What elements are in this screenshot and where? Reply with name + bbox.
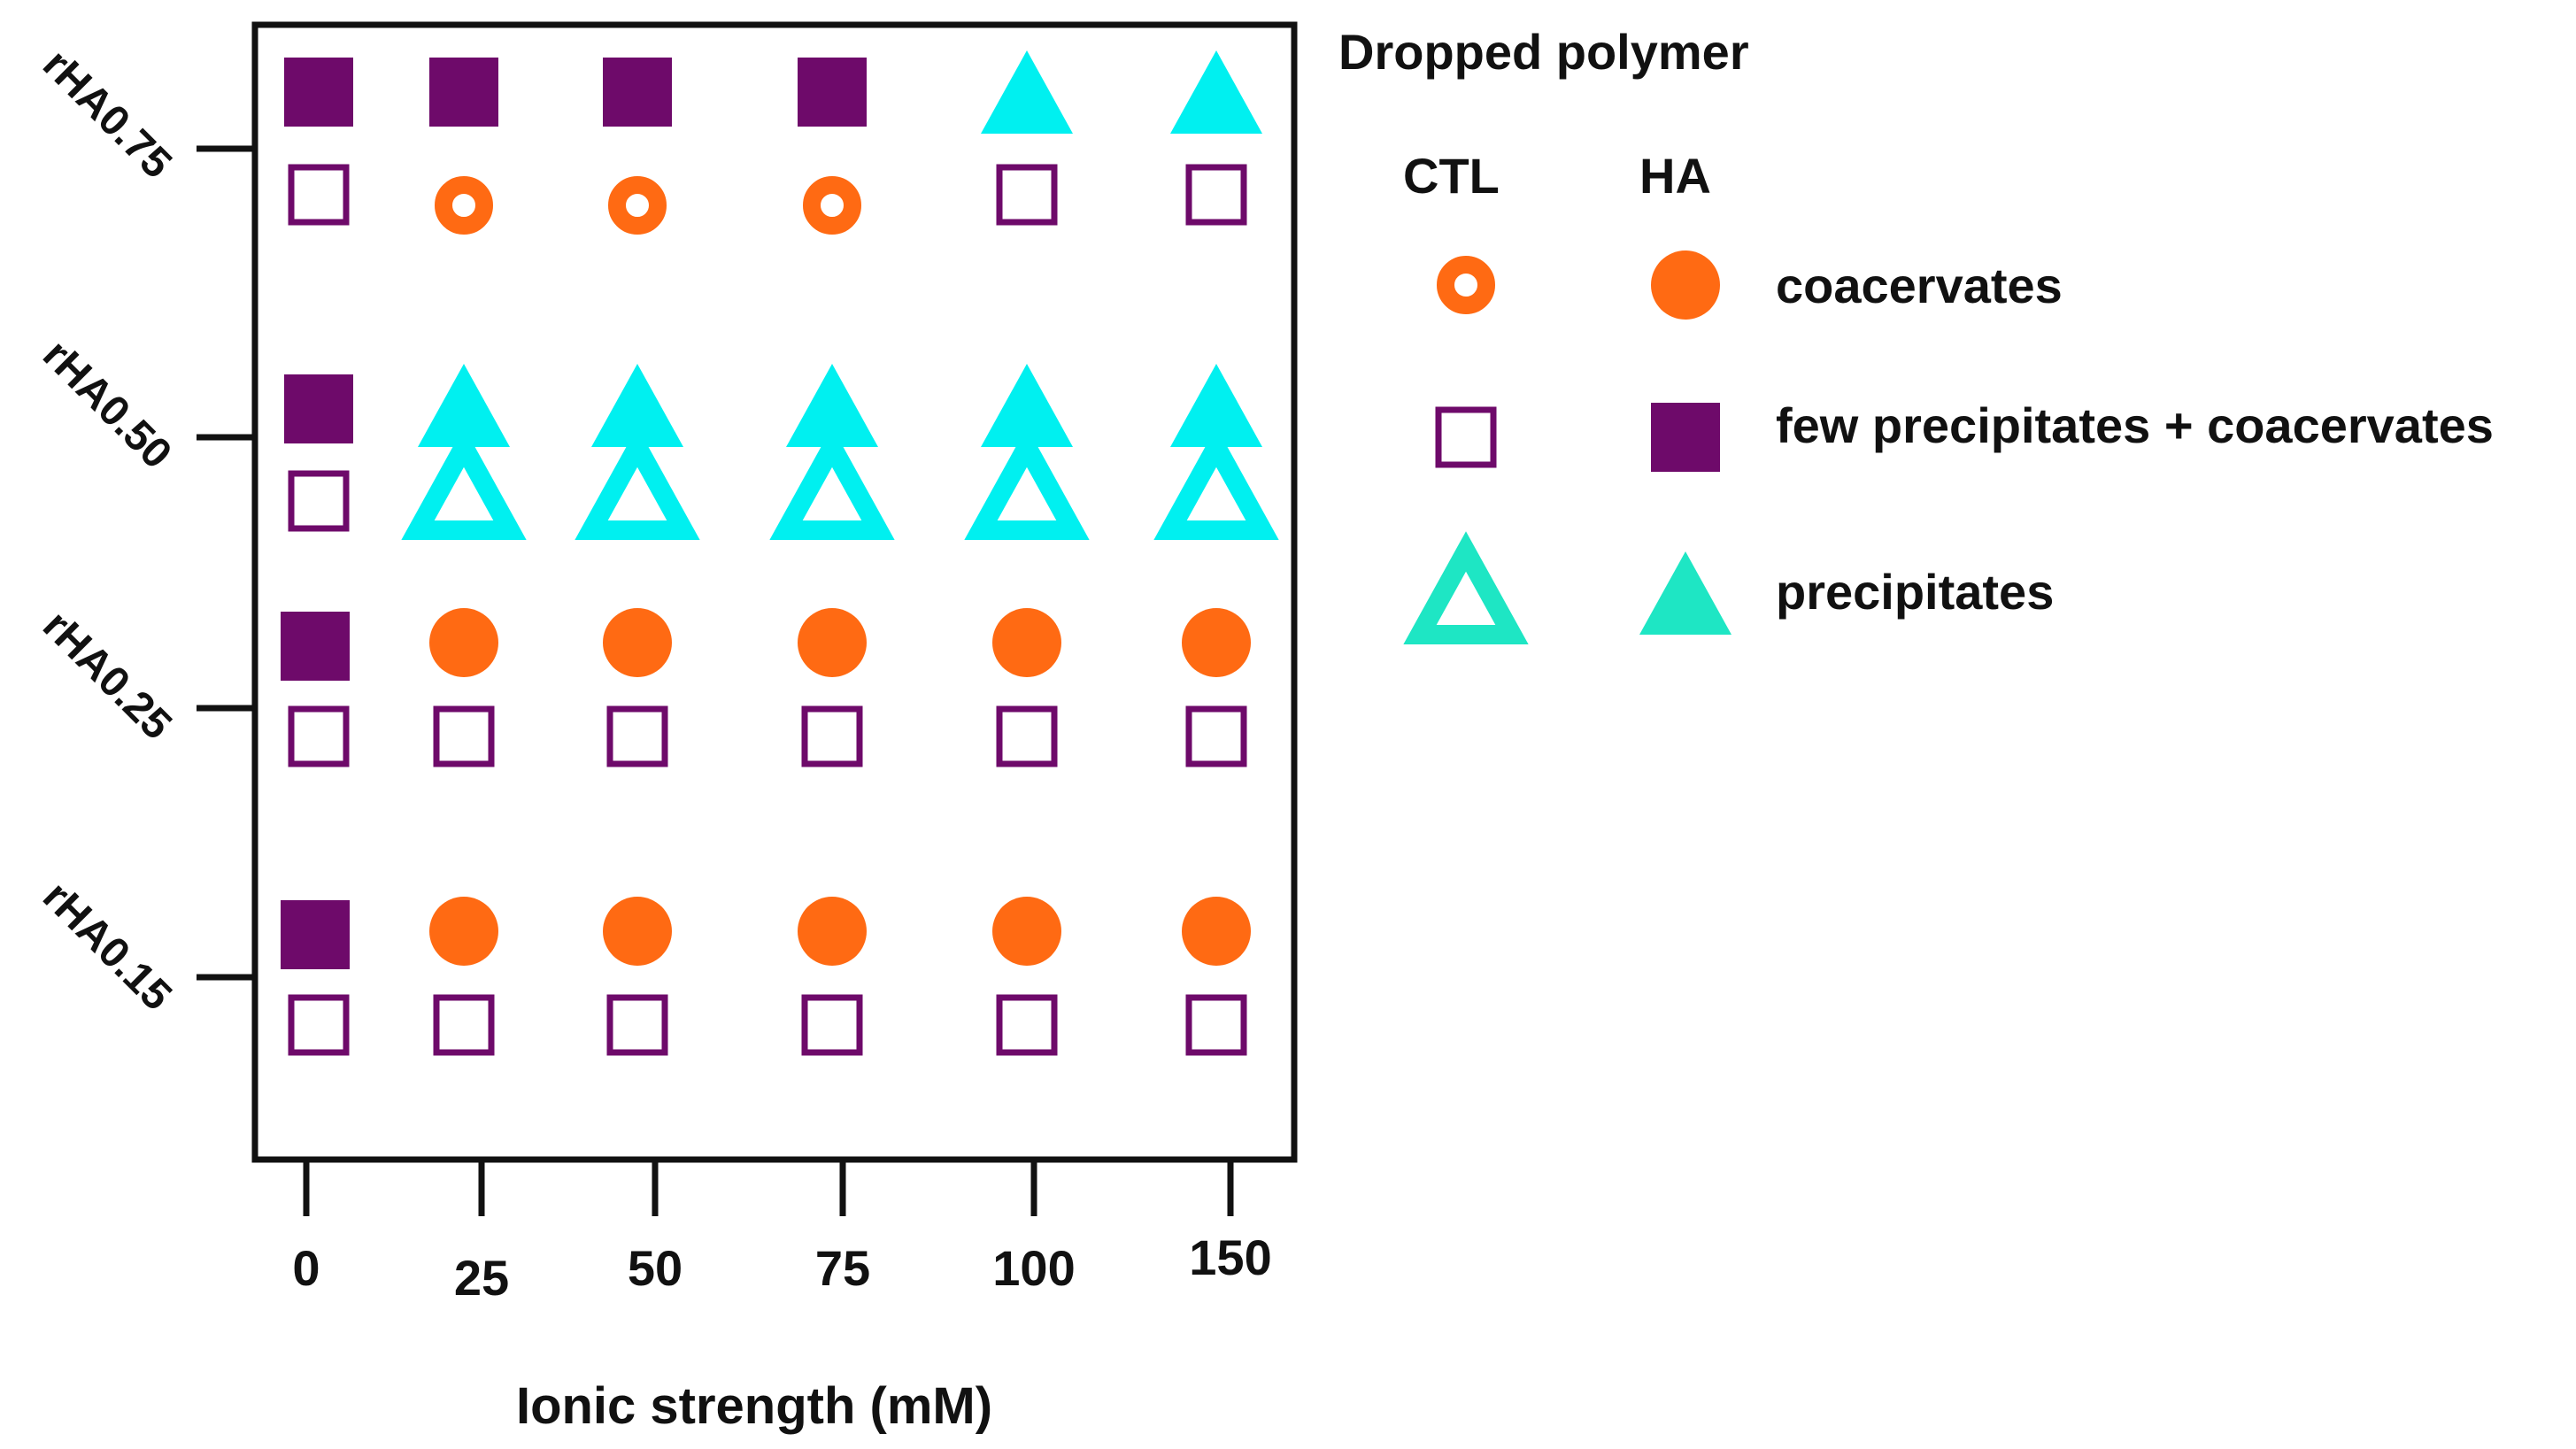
marker-ha-rha025-100 <box>992 608 1061 677</box>
marker-ctl-rha015-75 <box>801 994 863 1056</box>
marker-ctl-rha025-75 <box>801 705 863 767</box>
marker-ha-rha050-100 <box>981 364 1073 447</box>
marker-ctl-rha075-75 <box>803 176 861 235</box>
legend: coacervates few precipitates + coacervate… <box>1403 250 2494 644</box>
marker-ha-rha075-100 <box>981 50 1073 134</box>
marker-ctl-rha075-0 <box>288 164 350 226</box>
marker-ctl-rha015-50 <box>606 994 668 1056</box>
legend-label-2: precipitates <box>1776 564 2054 620</box>
marker-ha-rha015-100 <box>992 897 1061 966</box>
legend-ctl-marker-0 <box>1437 256 1495 314</box>
legend-title: Dropped polymer <box>1338 24 1749 80</box>
marker-ha-rha050-0 <box>284 374 353 443</box>
marker-ha-rha025-50 <box>603 608 672 677</box>
plot-frame <box>251 21 1298 1163</box>
x-tick-label-1: 25 <box>454 1250 509 1306</box>
x-tick-label-4: 100 <box>992 1240 1075 1296</box>
marker-ctl-rha025-0 <box>288 705 350 767</box>
marker-ctl-rha025-150 <box>1185 705 1247 767</box>
marker-ha-rha015-0 <box>281 900 350 969</box>
x-tick-label-2: 50 <box>628 1240 683 1296</box>
marker-ctl-rha050-0 <box>288 470 350 532</box>
legend-ha-marker-0 <box>1651 250 1720 320</box>
marker-ha-rha025-150 <box>1182 608 1251 677</box>
data-markers <box>281 50 1279 1056</box>
marker-ha-rha025-0 <box>281 612 350 681</box>
marker-ctl-rha050-150 <box>1153 427 1279 540</box>
marker-ctl-rha075-100 <box>996 164 1058 226</box>
marker-ctl-rha050-100 <box>964 427 1090 540</box>
marker-ha-rha025-75 <box>798 608 867 677</box>
marker-ha-rha015-150 <box>1182 897 1251 966</box>
legend-ha-marker-1 <box>1651 403 1720 472</box>
marker-ctl-rha015-150 <box>1185 994 1247 1056</box>
legend-ctl-marker-1 <box>1435 406 1497 468</box>
x-axis: 0 25 50 75 100 150 <box>292 1160 1272 1306</box>
marker-ha-rha075-50 <box>603 58 672 127</box>
marker-ha-rha015-75 <box>798 897 867 966</box>
marker-ha-rha015-25 <box>429 897 498 966</box>
marker-ctl-rha050-75 <box>769 427 895 540</box>
marker-ha-rha050-150 <box>1170 364 1262 447</box>
marker-ha-rha050-25 <box>418 364 510 447</box>
marker-ha-rha015-50 <box>603 897 672 966</box>
x-tick-label-3: 75 <box>815 1240 870 1296</box>
legend-label-1: few precipitates + coacervates <box>1776 397 2494 453</box>
marker-ha-rha075-25 <box>429 58 498 127</box>
marker-ha-rha050-75 <box>786 364 878 447</box>
marker-ctl-rha050-50 <box>575 427 700 540</box>
y-tick-label-2: rHA0.50 <box>34 331 181 478</box>
marker-ctl-rha025-100 <box>996 705 1058 767</box>
marker-ctl-rha025-25 <box>433 705 495 767</box>
marker-ctl-rha075-150 <box>1185 164 1247 226</box>
x-axis-label: Ionic strength (mM) <box>516 1377 992 1435</box>
marker-ctl-rha015-0 <box>288 994 350 1056</box>
x-tick-label-5: 150 <box>1189 1229 1271 1285</box>
legend-column-ha: HA <box>1639 148 1711 204</box>
y-tick-label-1: rHA0.25 <box>34 602 181 749</box>
marker-ha-rha050-50 <box>591 364 683 447</box>
marker-ha-rha075-75 <box>798 58 867 127</box>
marker-ctl-rha015-25 <box>433 994 495 1056</box>
legend-ha-marker-2 <box>1639 551 1731 635</box>
marker-ha-rha075-0 <box>284 58 353 127</box>
legend-label-0: coacervates <box>1776 258 2063 313</box>
marker-ctl-rha025-50 <box>606 705 668 767</box>
y-tick-label-3: rHA0.75 <box>34 41 181 188</box>
y-axis: rHA0.15 rHA0.25 rHA0.50 rHA0.75 <box>34 41 255 1020</box>
marker-ha-rha025-25 <box>429 608 498 677</box>
y-tick-label-0: rHA0.15 <box>34 873 181 1020</box>
x-tick-label-0: 0 <box>292 1240 320 1296</box>
marker-ctl-rha050-25 <box>401 427 527 540</box>
marker-ha-rha075-150 <box>1170 50 1262 134</box>
legend-ctl-marker-2 <box>1403 531 1529 644</box>
legend-column-ctl: CTL <box>1403 148 1500 204</box>
marker-ctl-rha075-25 <box>435 176 493 235</box>
marker-ctl-rha075-50 <box>608 176 667 235</box>
marker-ctl-rha015-100 <box>996 994 1058 1056</box>
